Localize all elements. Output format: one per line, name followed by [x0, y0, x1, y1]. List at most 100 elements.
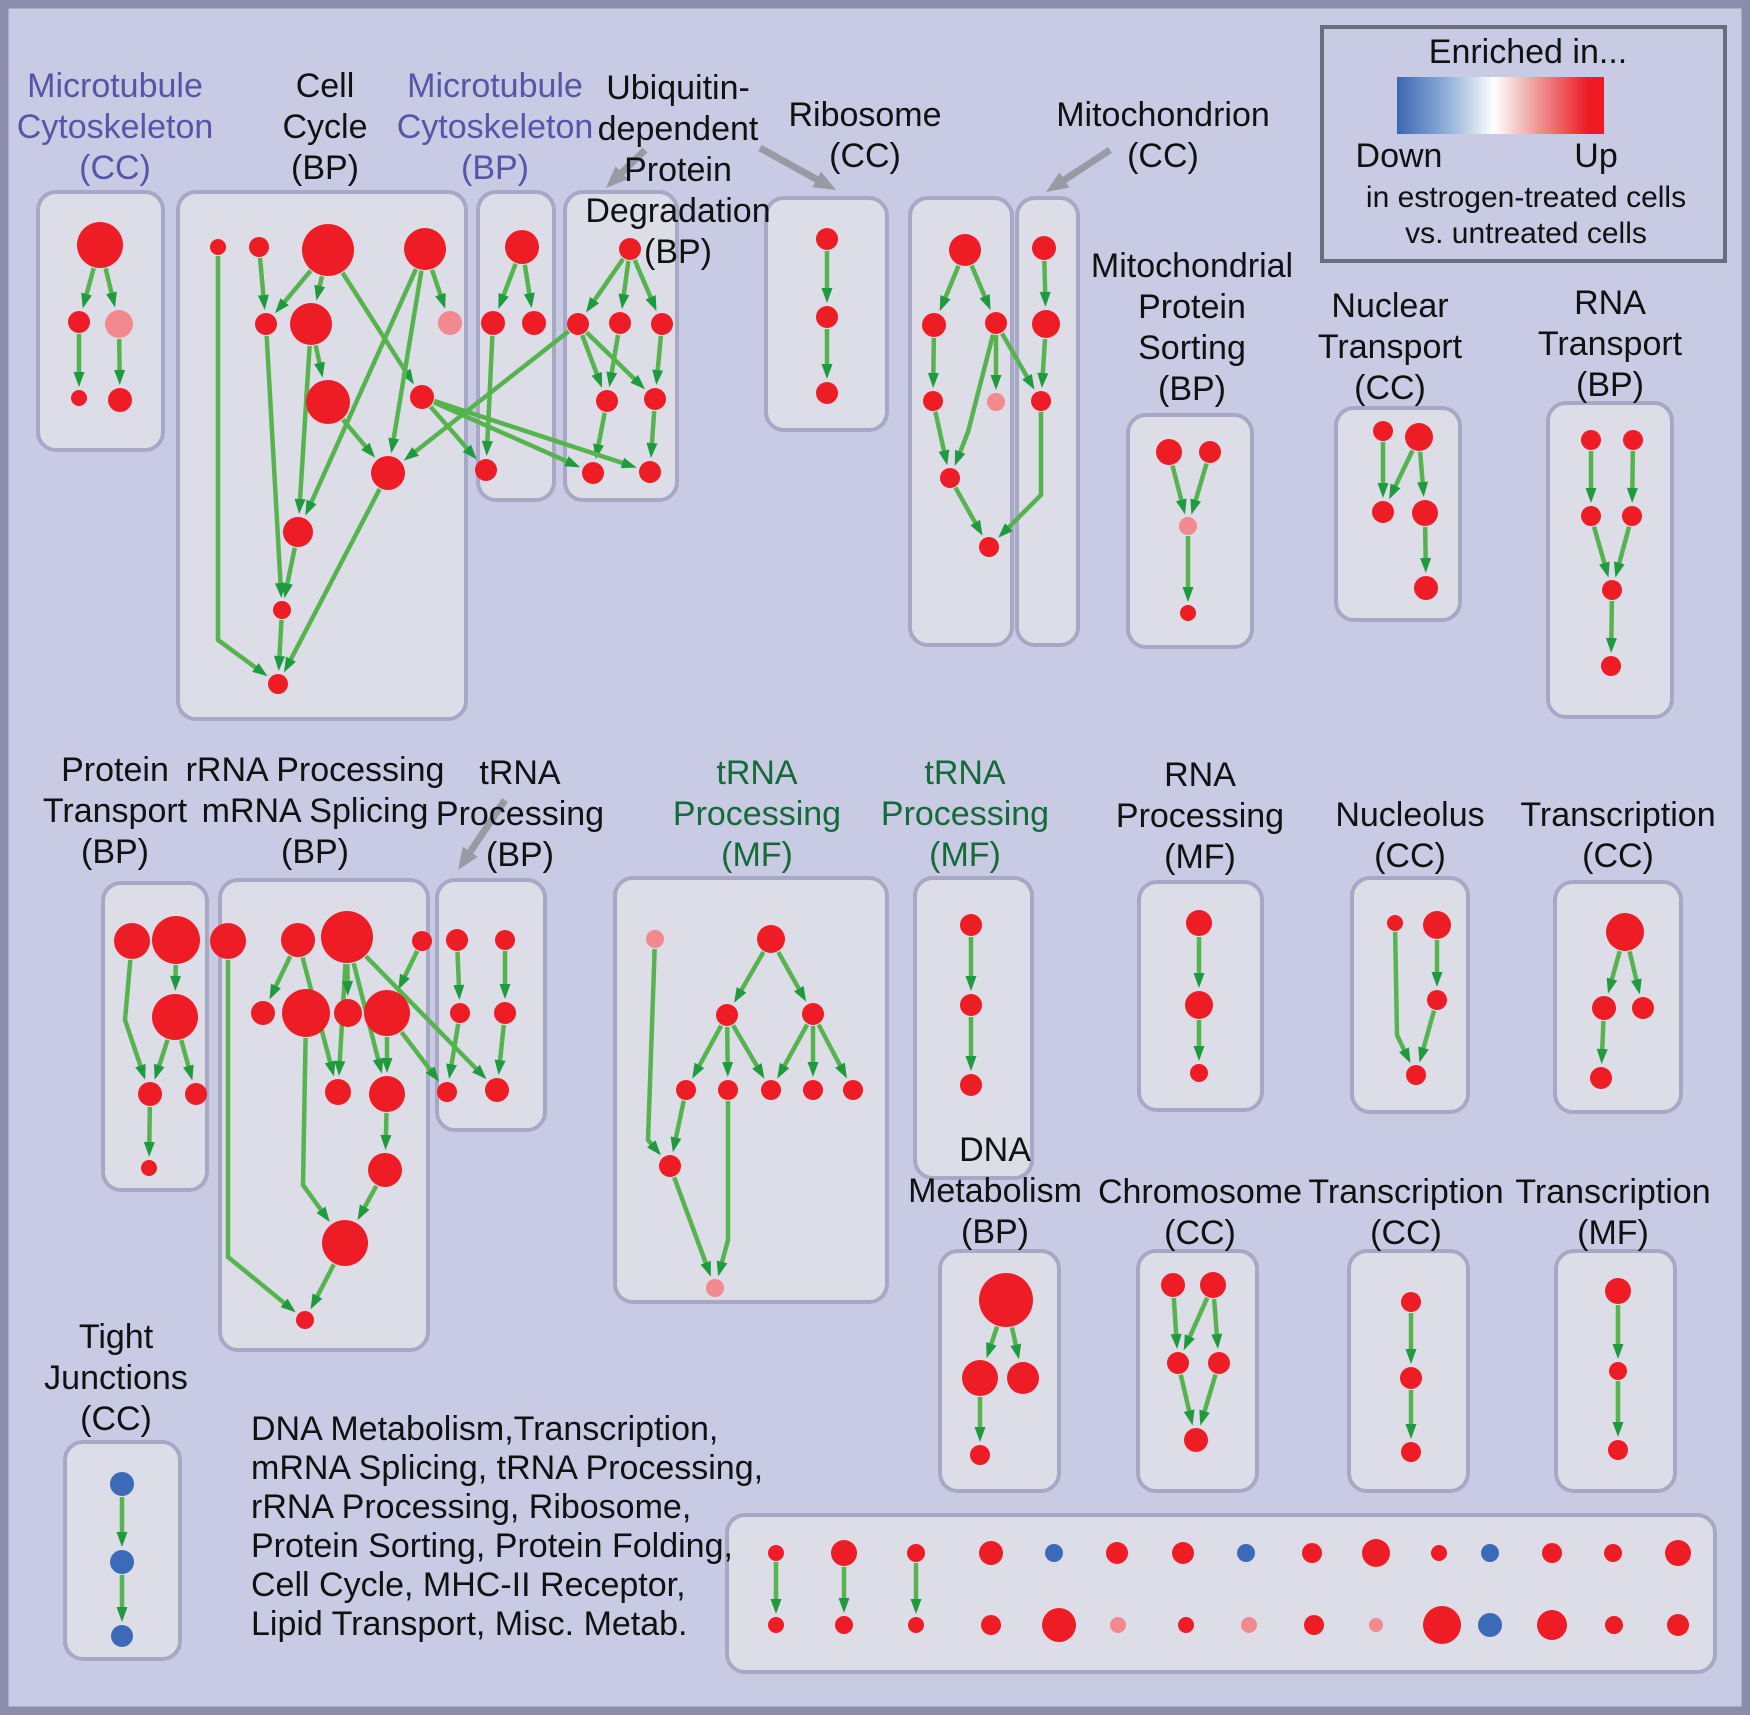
cross-edge-1	[432, 400, 572, 465]
rrna-processing-mrna-splicing-edge-4-arrowhead	[372, 1057, 384, 1074]
misc-terms-node-5	[1106, 1542, 1128, 1564]
ubiquitin-degradation-edge-0	[590, 257, 626, 305]
cell-cycle-edge-11	[264, 335, 283, 588]
rna-processing-mf-node-0	[1186, 910, 1212, 936]
trna-processing-bp-edge-3-arrowhead	[494, 1059, 506, 1076]
cross-edge-3-arrowhead	[403, 447, 419, 461]
cell-cycle-edge-5-arrowhead	[435, 292, 446, 309]
mitochondrion-cc-box	[1015, 196, 1080, 647]
cell-cycle-edge-2-arrowhead	[274, 298, 289, 314]
cell-cycle-edge-8-arrowhead	[314, 361, 325, 378]
misc-terms-node-15	[768, 1617, 784, 1633]
rrna-processing-mrna-splicing-edge-0-arrowhead	[280, 1298, 296, 1313]
cell-cycle-edge-10-arrowhead	[361, 442, 376, 458]
rna-transport-box	[1546, 401, 1674, 719]
nucleolus-cc-edge-2	[1420, 1009, 1437, 1053]
transcription-cc-row3-node-0	[1401, 1292, 1421, 1312]
cell-cycle-edge-6	[390, 270, 424, 443]
rrna-processing-mrna-splicing-edge-6-arrowhead	[398, 973, 410, 990]
cross-edge-7	[399, 1030, 435, 1075]
trna-processing-mf-large-node-6	[761, 1080, 781, 1100]
mitochondrial-protein-sorting-edge-1	[1192, 462, 1209, 505]
chromosome-cc-edge-4	[1201, 1373, 1218, 1416]
rrna-processing-mrna-splicing-edge-5-arrowhead	[342, 980, 354, 997]
ribosome-cc-edge-0-arrowhead	[939, 295, 951, 312]
trna-processing-bp-node-2	[450, 1003, 470, 1023]
mitochondrion-cc-node-1	[1032, 310, 1060, 338]
trna-processing-mf-large-edge-0-arrowhead	[734, 987, 747, 1003]
microtubule-cytoskeleton-cc-edge-2-arrowhead	[73, 372, 85, 387]
misc-terms-node-17	[908, 1617, 924, 1633]
ubiquitin-degradation-node-4	[596, 390, 618, 412]
trna-processing-mf-large-node-1	[757, 925, 785, 953]
trna-processing-mf-large-node-7	[803, 1080, 823, 1100]
cell-cycle-edge-1	[257, 257, 266, 300]
misc-terms-text-line: Protein Sorting, Protein Folding,	[251, 1527, 733, 1565]
trna-processing-mf-large-edge-5-arrowhead	[777, 1062, 790, 1079]
microtubule-cytoskeleton-cc-edge-3-arrowhead	[114, 369, 126, 386]
nuclear-transport-node-2	[1372, 501, 1394, 523]
protein-transport-node-3	[138, 1082, 162, 1106]
rrna-processing-mrna-splicing-edge-10-arrowhead	[357, 1204, 370, 1221]
trna-processing-mf-large-node-10	[706, 1279, 724, 1297]
cell-cycle-edge-2	[280, 269, 313, 307]
mitochondrial-protein-sorting-node-3	[1180, 605, 1196, 621]
mitochondrion-cc-callout-arrow-0	[1046, 172, 1070, 192]
cell-cycle-box	[176, 190, 468, 721]
cell-cycle-edge-13-arrowhead	[274, 655, 286, 672]
rna-transport-edge-0-arrowhead	[1585, 488, 1597, 503]
trna-processing-mf-large-edge-5	[780, 1023, 810, 1071]
transcription-cc-row3-edge-0-arrowhead	[1405, 1349, 1417, 1364]
trna-processing-mf-large-edge-2	[695, 1024, 724, 1071]
nuclear-transport-box	[1334, 406, 1462, 622]
trna-processing-bp-edge-0	[455, 951, 462, 990]
misc-terms-node-19	[1042, 1608, 1076, 1642]
misc-terms-node-22	[1241, 1617, 1257, 1633]
nuclear-transport-edge-2-arrowhead	[1417, 481, 1429, 498]
cross-edge-7-arrowhead	[425, 1066, 440, 1082]
ubiquitin-degradation-node-3	[651, 313, 673, 335]
rrna-processing-mrna-splicing-node-9	[369, 1076, 405, 1112]
trna-processing-mf-large-node-4	[676, 1080, 696, 1100]
microtubule-cytoskeleton-cc-node-1	[68, 311, 90, 333]
trna-processing-bp-node-0	[446, 929, 468, 951]
cell-cycle-node-4	[255, 313, 277, 335]
ubiquitin-degradation-edge-2-arrowhead	[645, 295, 657, 312]
cell-cycle-edge-5	[429, 269, 444, 300]
rrna-processing-mrna-splicing-node-4	[251, 1001, 275, 1025]
nucleolus-cc-node-3	[1406, 1065, 1426, 1085]
transcription-mf-edge-1-arrowhead	[1612, 1422, 1624, 1437]
ubiquitin-degradation-node-6	[582, 462, 604, 484]
mitochondrial-protein-sorting-node-1	[1199, 441, 1221, 463]
trna-processing-mf-small-box	[913, 876, 1034, 1180]
rrna-processing-mrna-splicing-edge-9-arrowhead	[380, 1134, 392, 1151]
mitochondrion-cc-edge-1	[1040, 338, 1048, 378]
mitochondrion-cc-callout-line-0	[1057, 147, 1112, 187]
cell-cycle-node-11	[273, 601, 291, 619]
tight-junctions-edge-1-arrowhead	[116, 1607, 128, 1622]
chromosome-cc-edge-2	[1211, 1298, 1220, 1339]
microtubule-cytoskeleton-bp-edge-0-arrowhead	[498, 293, 509, 309]
trna-processing-mf-large-edge-1-arrowhead	[794, 986, 807, 1002]
ubiquitin-degradation-edge-1-arrowhead	[618, 293, 630, 310]
transcription-cc-row2-node-2	[1632, 997, 1654, 1019]
cross-edge-5-arrowhead	[998, 523, 1013, 538]
ribosome-cc-edge-1-arrowhead	[979, 294, 991, 311]
rna-processing-mf-edge-1-arrowhead	[1193, 1046, 1205, 1061]
rrna-processing-mrna-splicing-node-11	[322, 1220, 368, 1266]
nucleolus-cc-node-0	[1387, 915, 1403, 931]
tight-junctions-edge-0-arrowhead	[116, 1532, 128, 1547]
rna-transport-node-3	[1622, 506, 1642, 526]
misc-terms-node-3	[979, 1541, 1003, 1565]
ribosome-cc-node-1	[922, 313, 946, 337]
cross-edge-0-arrowhead	[462, 444, 477, 460]
rrna-processing-mrna-splicing-edge-6	[401, 949, 420, 981]
ribosome-cc-node-0	[949, 234, 981, 266]
rna-transport-node-5	[1601, 656, 1621, 676]
ubiquitin-degradation-node-0	[619, 238, 641, 260]
mitochondrion-cc-node-2	[1031, 391, 1051, 411]
protein-transport-edge-4-arrowhead	[143, 1141, 155, 1158]
transcription-cc-row2-edge-2-arrowhead	[1596, 1048, 1608, 1065]
trna-processing-bp-node-5	[485, 1078, 509, 1102]
dna-metabolism-node-2	[1007, 1362, 1039, 1394]
